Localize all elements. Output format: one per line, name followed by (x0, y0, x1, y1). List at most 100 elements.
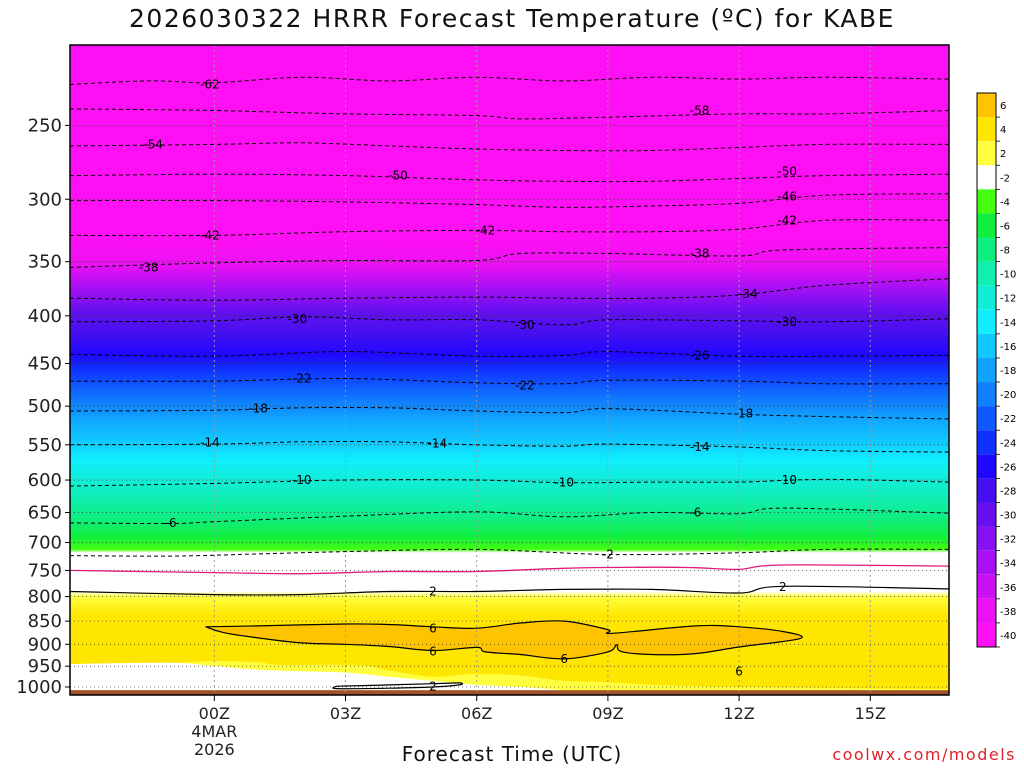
colorbar-swatch (977, 526, 996, 551)
warm-pocket-fill (205, 620, 803, 659)
contour-label: -42 (777, 213, 797, 227)
y-tick-label: 1000 (16, 677, 62, 698)
colorbar-label: -4 (1000, 197, 1010, 208)
contour-label: -30 (288, 312, 308, 326)
contour-label: 6 (560, 652, 568, 666)
contour-label: -14 (690, 440, 710, 454)
freezing-line (70, 564, 949, 575)
colorbar-swatch (977, 261, 996, 286)
contour-label: -10 (292, 473, 312, 487)
colorbar-label: -6 (1000, 221, 1010, 232)
contour-label: -26 (690, 348, 710, 362)
x-tick-label: 00Z (199, 704, 230, 723)
colorbar-swatch (977, 574, 996, 599)
colorbar-swatch (977, 93, 996, 118)
colorbar-label: -32 (1000, 535, 1016, 546)
contour-label: -22 (515, 378, 535, 392)
contour-line (70, 278, 949, 301)
contour-label: -50 (777, 164, 797, 178)
contour-label: -58 (690, 104, 710, 118)
contour-label: -6 (165, 516, 177, 530)
colorbar-swatch (977, 622, 996, 647)
colorbar-label: -12 (1000, 294, 1016, 305)
contour-label: 6 (429, 644, 437, 658)
y-tick-label: 500 (28, 396, 62, 417)
y-tick-label: 700 (28, 532, 62, 553)
colorbar-swatch (977, 213, 996, 238)
colorbar-swatch (977, 406, 996, 431)
contour-label: -2 (602, 547, 614, 561)
colorbar-swatch (977, 189, 996, 214)
contour-label: -42 (476, 223, 496, 237)
colorbar-swatch (977, 333, 996, 358)
colorbar-swatch (977, 237, 996, 262)
y-tick-label: 350 (28, 252, 62, 273)
colorbar-label: -20 (1000, 390, 1016, 401)
contour-line (205, 620, 803, 660)
colorbar-label: 6 (1000, 101, 1006, 112)
y-tick-label: 300 (28, 189, 62, 210)
x-tick-sublabel: 4MAR (191, 722, 237, 741)
colorbar-swatch (977, 141, 996, 166)
contour-line (70, 173, 949, 183)
contour-label: -38 (139, 260, 159, 274)
contour-label: -6 (689, 505, 701, 519)
contour-line (70, 351, 949, 358)
x-axis-title: Forecast Time (UTC) (401, 742, 623, 766)
contour-label: -42 (200, 228, 220, 242)
contour-line (70, 316, 949, 326)
y-tick-label: 900 (28, 634, 62, 655)
colorbar-frame (976, 92, 997, 648)
x-tick-label: 12Z (723, 704, 754, 723)
contour-label: -30 (515, 318, 535, 332)
contour-label: 6 (735, 664, 743, 678)
contour-label: -18 (248, 402, 268, 416)
watermark: coolwx.com/models (832, 745, 1016, 764)
y-tick-label: 450 (28, 354, 62, 375)
x-tick-label: 03Z (330, 704, 361, 723)
contour-line (70, 108, 949, 120)
colorbar-swatch (977, 478, 996, 503)
contour-line (332, 682, 464, 690)
colorbar-label: -24 (1000, 438, 1016, 449)
contour-label: 6 (429, 622, 437, 636)
contour-label: -18 (734, 406, 754, 420)
colorbar-label: -16 (1000, 342, 1016, 353)
colorbar-swatch (977, 598, 996, 623)
colorbar-swatch (977, 454, 996, 479)
colorbar-label: -26 (1000, 462, 1016, 473)
colorbar-label: -10 (1000, 270, 1016, 281)
chart-title: 2026030322 HRRR Forecast Temperature (ºC… (129, 4, 895, 33)
colorbar-swatch (977, 382, 996, 407)
ground-surface (70, 690, 949, 695)
contour-line (70, 247, 949, 268)
y-tick-label: 550 (28, 435, 62, 456)
contour-label: -62 (200, 78, 220, 92)
colorbar-label: -36 (1000, 583, 1016, 594)
contour-line (70, 406, 949, 420)
plot-frame (69, 44, 950, 696)
colorbar-label: -8 (1000, 246, 1010, 257)
contour-label: -22 (292, 372, 312, 386)
colorbar-label: -40 (1000, 631, 1016, 642)
contour-line (70, 219, 949, 237)
contour-label: -30 (777, 315, 797, 329)
y-tick-label: 400 (28, 306, 62, 327)
colorbar-swatch (977, 502, 996, 527)
x-tick-label: 06Z (461, 704, 492, 723)
y-tick-label: 850 (28, 611, 62, 632)
colorbar-label: -2 (1000, 173, 1010, 184)
colorbar-label: -14 (1000, 318, 1016, 329)
colorbar-label: -18 (1000, 366, 1016, 377)
colorbar-label: -38 (1000, 607, 1016, 618)
plot-area: -62-58-54-50 -50-46-42 -42-42-38-38-34-30-… (70, 45, 949, 695)
colorbar-label: 2 (1000, 149, 1006, 160)
colorbar-label: 4 (1000, 125, 1006, 136)
x-tick-label: 15Z (855, 704, 886, 723)
temperature-field (70, 45, 949, 695)
colorbar-swatch (977, 165, 996, 190)
colorbar-label: -30 (1000, 511, 1016, 522)
y-tick-label: 950 (28, 656, 62, 677)
